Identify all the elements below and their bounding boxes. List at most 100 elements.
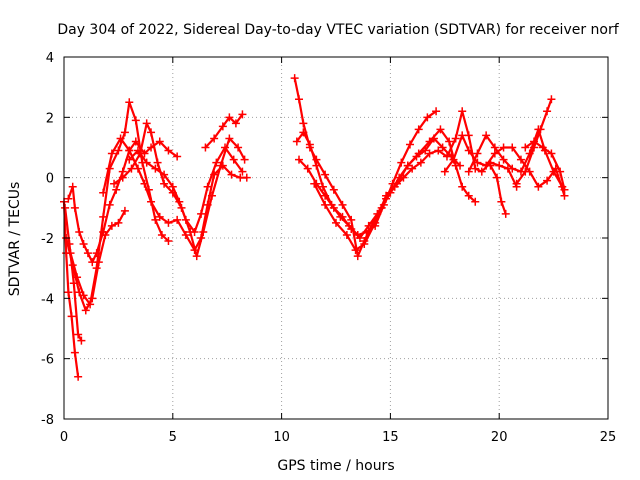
data-point [227,170,236,179]
data-point [534,182,543,191]
data-point [405,140,414,149]
data-point [192,252,201,261]
data-point [153,158,162,167]
data-point [99,188,108,197]
data-point [231,119,240,128]
data-point [181,230,190,239]
data-point [471,164,480,173]
data-point [131,116,140,125]
data-point [125,155,134,164]
data-point [482,131,491,140]
series-line [489,164,507,215]
data-point [458,182,467,191]
data-point [155,137,164,146]
data-point [74,330,83,339]
data-point [67,312,76,321]
data-point [118,173,127,182]
series-line [204,113,244,149]
chart-title: Day 304 of 2022, Sidereal Day-to-day VTE… [57,22,619,38]
data-point [173,152,182,161]
y-tick-label: -2 [41,232,54,247]
data-point [321,200,330,209]
data-point [295,155,304,164]
data-point [110,179,119,188]
data-point [508,143,517,152]
data-point [234,143,243,152]
x-tick-label: 20 [491,430,508,445]
data-point [338,212,347,221]
series-line [62,200,80,378]
data-point [414,125,423,134]
data-point [408,164,417,173]
series-track-16 [486,161,510,218]
data-point [79,240,88,249]
data-point [499,155,508,164]
grid [64,57,608,419]
data-point [125,146,134,155]
x-tick-label: 5 [169,430,177,445]
data-point [305,140,314,149]
data-point [464,167,473,176]
series-track-13 [310,125,480,255]
data-point [382,191,391,200]
data-point [493,173,502,182]
data-point [210,134,219,143]
axes: 0 5 10 15 20 25 -8 -6 -4 -2 0 2 4 [41,51,616,445]
data-point [225,113,234,122]
series-line [293,77,462,258]
data-point [543,176,552,185]
data-point [201,143,210,152]
data-point [151,215,160,224]
data-point [64,194,73,203]
data-point [116,134,125,143]
data-point [299,128,308,137]
series-track-7 [110,119,249,261]
series-line [313,128,477,252]
data-point [142,119,151,128]
data-point [92,264,101,273]
data-point [199,227,208,236]
series-track-12 [295,107,521,242]
data-point [75,227,84,236]
data-point [512,179,521,188]
data-point [83,249,92,258]
y-tick-label: 0 [46,172,54,187]
data-point [203,182,212,191]
data-point [425,149,434,158]
data-point [371,218,380,227]
series-track-11 [292,107,441,239]
data-point [543,107,552,116]
series-line [467,128,564,188]
data-point [142,158,151,167]
data-point [403,161,412,170]
data-point [347,224,356,233]
data-point [351,246,360,255]
data-point [521,143,530,152]
data-point [181,215,190,224]
data-point [221,143,230,152]
series-line [297,110,518,240]
series-track-9 [201,110,247,152]
data-point [292,137,301,146]
data-point [332,218,340,227]
data-point [477,167,486,176]
data-point [445,137,454,146]
data-point [155,212,164,221]
data-point [392,179,401,188]
data-point [197,209,206,218]
data-point [442,152,451,161]
data-point [423,113,432,122]
data-point [473,158,482,167]
data-point [347,215,356,224]
data-point [160,170,169,179]
data-point [157,230,166,239]
data-point [61,203,70,212]
data-point [299,119,308,128]
data-point [68,182,77,191]
data-point [508,164,517,173]
data-point [364,221,373,230]
series-track-5 [66,98,173,309]
data-point [547,149,556,158]
data-point [416,158,425,167]
